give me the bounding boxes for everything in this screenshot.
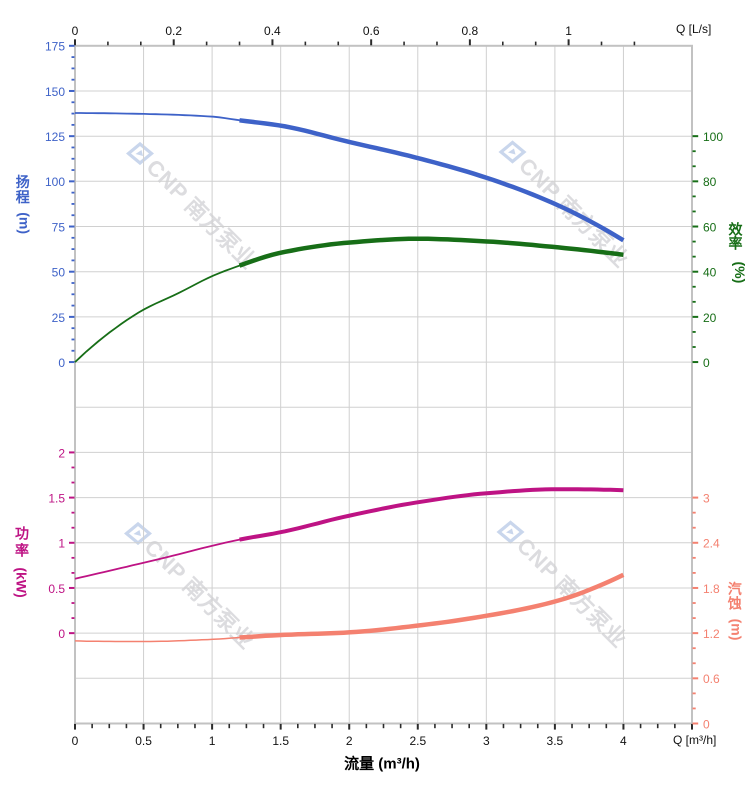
svg-text:50: 50 [52, 266, 66, 280]
svg-text:2: 2 [58, 446, 65, 460]
svg-text:0: 0 [58, 627, 65, 641]
svg-text:1: 1 [58, 537, 65, 551]
svg-text:3.5: 3.5 [547, 734, 564, 748]
svg-text:0: 0 [72, 24, 79, 38]
svg-text:2.4: 2.4 [703, 537, 720, 551]
svg-text:流量 (m³/h): 流量 (m³/h) [344, 755, 420, 773]
svg-text:20: 20 [703, 311, 717, 325]
svg-text:Q [L/s]: Q [L/s] [676, 22, 711, 36]
svg-text:175: 175 [45, 40, 65, 54]
svg-text:1.5: 1.5 [272, 734, 289, 748]
svg-text:4: 4 [620, 734, 627, 748]
svg-text:0.6: 0.6 [703, 672, 720, 686]
svg-text:率: 率 [15, 543, 29, 559]
svg-text:80: 80 [703, 175, 717, 189]
svg-text:(kW): (kW) [14, 567, 30, 597]
svg-text:125: 125 [45, 130, 65, 144]
svg-text:0: 0 [703, 356, 710, 370]
svg-text:效: 效 [729, 222, 744, 238]
svg-text:0.5: 0.5 [135, 734, 152, 748]
svg-text:汽: 汽 [728, 581, 742, 597]
svg-text:100: 100 [45, 175, 65, 189]
svg-text:25: 25 [52, 311, 66, 325]
svg-text:2.5: 2.5 [409, 734, 426, 748]
svg-text:0.8: 0.8 [462, 24, 479, 38]
svg-text:3: 3 [483, 734, 490, 748]
svg-text:0.6: 0.6 [363, 24, 380, 38]
svg-text:2: 2 [346, 734, 353, 748]
svg-text:1: 1 [565, 24, 572, 38]
svg-text:1.5: 1.5 [48, 492, 65, 506]
svg-text:1: 1 [209, 734, 216, 748]
svg-text:1.8: 1.8 [703, 582, 720, 596]
svg-text:扬: 扬 [16, 174, 30, 190]
svg-text:75: 75 [52, 220, 66, 234]
svg-text:(m): (m) [17, 212, 33, 234]
svg-text:3: 3 [703, 492, 710, 506]
svg-text:0: 0 [703, 717, 710, 731]
svg-text:150: 150 [45, 85, 65, 99]
svg-text:100: 100 [703, 130, 723, 144]
svg-text:(%): (%) [732, 262, 748, 284]
svg-text:1.2: 1.2 [703, 627, 720, 641]
svg-text:功: 功 [15, 526, 29, 542]
svg-text:Q [m³/h]: Q [m³/h] [673, 733, 716, 747]
svg-text:程: 程 [16, 189, 30, 205]
svg-text:0.2: 0.2 [165, 24, 182, 38]
svg-text:0: 0 [58, 356, 65, 370]
svg-text:蚀: 蚀 [727, 596, 742, 612]
svg-text:0: 0 [72, 734, 79, 748]
svg-text:0.4: 0.4 [264, 24, 281, 38]
svg-text:0.5: 0.5 [48, 582, 65, 596]
svg-text:40: 40 [703, 266, 717, 280]
svg-text:(m): (m) [729, 619, 745, 641]
svg-text:60: 60 [703, 220, 717, 234]
svg-text:率: 率 [729, 236, 743, 252]
